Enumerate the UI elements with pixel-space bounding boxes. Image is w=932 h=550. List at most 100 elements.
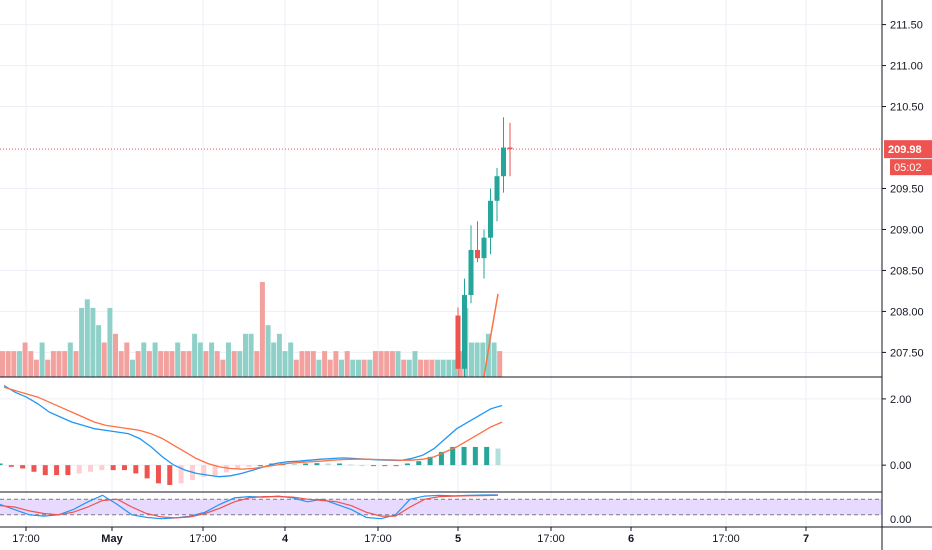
candle-body [494, 176, 500, 201]
macd-histogram-bar [314, 463, 320, 466]
volume-layer [0, 282, 503, 378]
macd-histogram-bar [337, 463, 343, 466]
candle-body [475, 249, 480, 259]
stoch-d-line [0, 494, 499, 519]
volume-bar [79, 307, 85, 377]
volume-bar [113, 333, 118, 377]
volume-bar [372, 351, 378, 377]
macd-histogram-bar [178, 465, 184, 484]
volume-bar [440, 359, 446, 377]
volume-bar [0, 351, 5, 377]
macd-histogram-bar [155, 465, 161, 484]
volume-bar [130, 359, 135, 377]
volume-bar [33, 359, 39, 377]
x-tick-label: 17:00 [537, 533, 565, 545]
volume-bar [418, 359, 424, 377]
macd-histogram-bar [31, 465, 37, 472]
macd-y-label: 2.00 [890, 394, 911, 406]
volume-bar [101, 342, 107, 377]
y-tick-label: 211.00 [890, 61, 923, 73]
volume-bar [118, 351, 124, 377]
volume-bar [135, 351, 141, 377]
candle-body [507, 147, 513, 150]
volume-bar [384, 351, 390, 377]
volume-bar [339, 359, 344, 377]
y-tick-label: 209.00 [890, 224, 924, 236]
volume-bar [406, 359, 412, 377]
volume-bar [293, 359, 299, 377]
macd-y-label: 0.00 [890, 460, 911, 472]
volume-bar [90, 307, 96, 377]
y-tick-label: 211.50 [890, 20, 923, 32]
candle-body [481, 237, 487, 259]
macd-histogram-bar [450, 446, 456, 466]
volume-bar [152, 342, 158, 377]
volume-bar [276, 333, 282, 377]
volume-bar [367, 359, 373, 377]
stoch-y-label: 0.00 [890, 514, 911, 526]
volume-bar [446, 359, 452, 377]
volume-bar [248, 333, 254, 377]
macd-histogram-bar [325, 463, 331, 466]
volume-bar [491, 342, 497, 377]
volume-bar [231, 351, 237, 377]
volume-bar [175, 342, 181, 377]
volume-bar [271, 342, 277, 377]
volume-bar [259, 282, 265, 377]
volume-bar [480, 342, 486, 377]
x-tick-label: 17:00 [12, 533, 40, 545]
volume-bar [497, 351, 503, 377]
volume-bar [305, 351, 311, 377]
macd-histogram-bar [54, 465, 60, 476]
macd-histogram-bar [223, 465, 229, 473]
macd-histogram-bar [359, 465, 365, 467]
volume-bar [254, 351, 260, 377]
volume-bar [17, 351, 22, 377]
volume-bar [56, 351, 62, 377]
macd-histogram-bar [291, 463, 297, 466]
volume-bar [11, 351, 17, 377]
volume-bar [474, 342, 480, 377]
stoch-k-line [0, 494, 499, 520]
macd-layer [0, 385, 503, 486]
volume-bar [243, 333, 248, 377]
macd-histogram-bar [495, 448, 501, 466]
macd-histogram-bar [133, 465, 139, 474]
countdown-tag [890, 159, 932, 176]
macd-histogram-bar [382, 465, 388, 467]
volume-bar [333, 351, 339, 377]
volume-bar [203, 351, 209, 377]
volume-bar [389, 351, 395, 377]
candle-body [468, 249, 474, 296]
macd-histogram-bar [144, 465, 150, 479]
macd-histogram-bar [110, 465, 116, 471]
volume-bar [322, 351, 328, 377]
x-tick-label: 7 [803, 533, 809, 545]
volume-bar [327, 359, 333, 377]
volume-bar [237, 351, 243, 377]
macd-histogram-bar [212, 465, 218, 476]
macd-histogram-bar [99, 465, 105, 471]
macd-histogram-bar [404, 463, 410, 466]
volume-bar [469, 342, 474, 377]
macd-histogram-bar [201, 465, 207, 477]
volume-bar [412, 351, 418, 377]
volume-bar [192, 333, 198, 377]
volume-bar [22, 342, 28, 377]
volume-bar [356, 359, 361, 377]
volume-bar [186, 351, 192, 377]
last-price-label: 209.98 [888, 144, 922, 156]
volume-bar [435, 359, 441, 377]
volume-bar [214, 351, 220, 377]
volume-bar [429, 359, 435, 377]
candle-layer[interactable] [455, 117, 513, 377]
candle-body [455, 315, 461, 369]
macd-histogram-bar [235, 465, 241, 470]
macd-histogram-bar [246, 465, 252, 467]
macd-histogram-bar [257, 465, 263, 467]
macd-histogram-bar [65, 465, 71, 476]
volume-bar [146, 351, 152, 377]
macd-histogram-bar [472, 446, 478, 466]
